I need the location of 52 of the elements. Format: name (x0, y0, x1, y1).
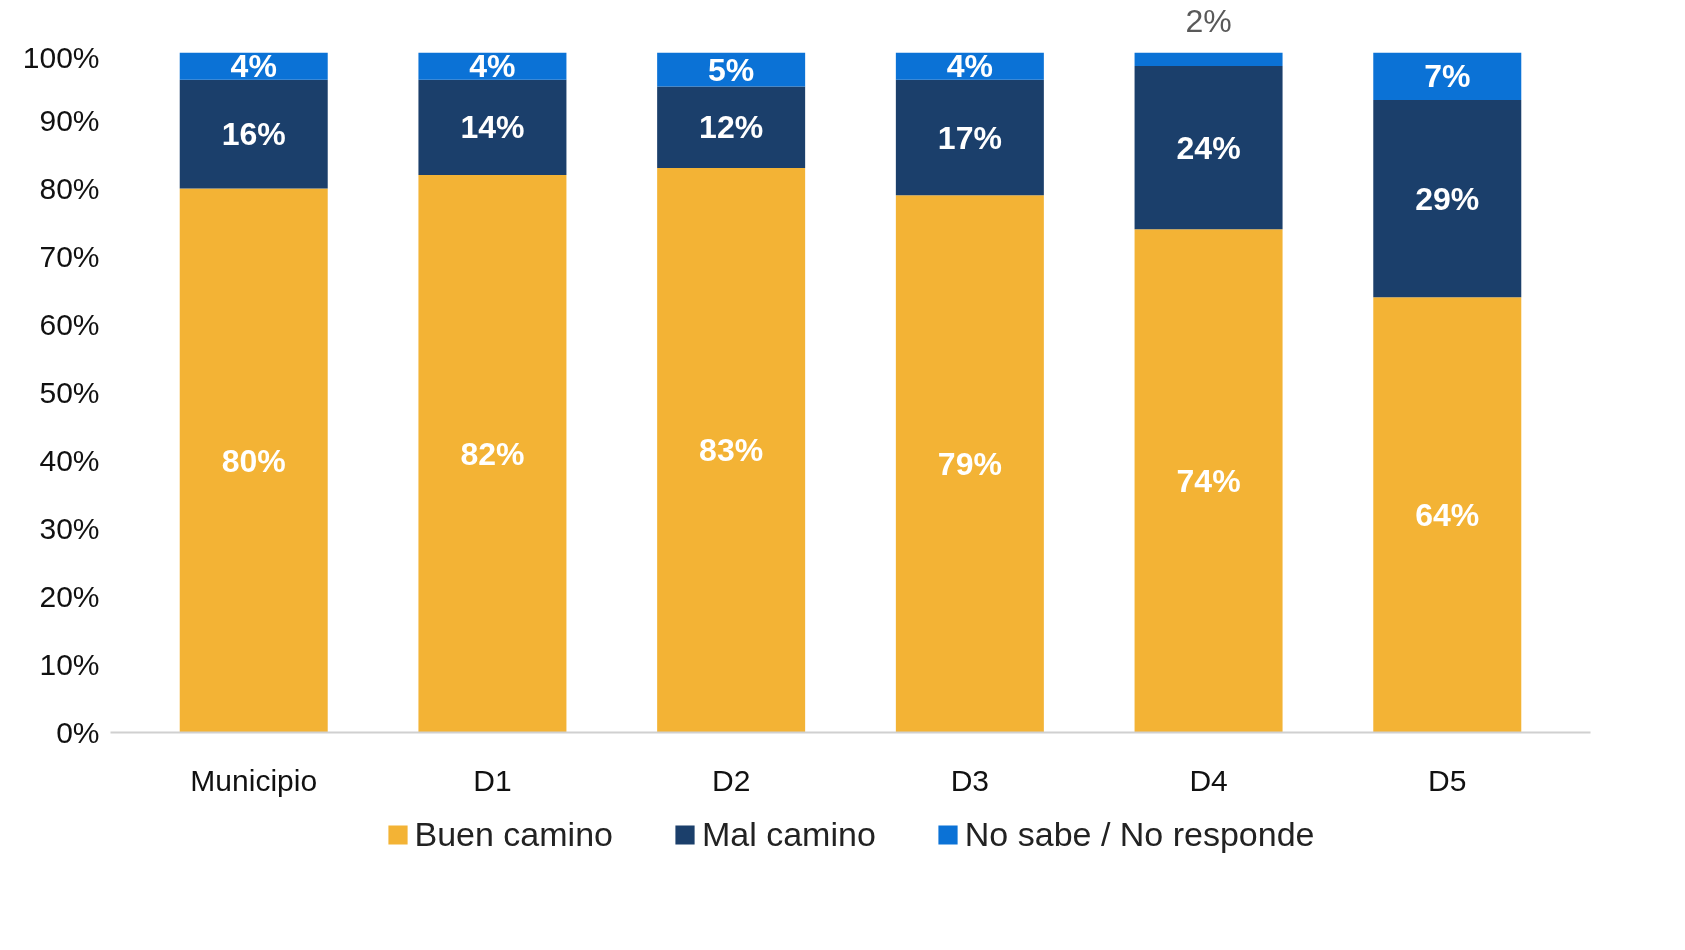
data-label: 83% (699, 432, 764, 469)
data-label: 74% (1176, 462, 1241, 499)
y-tick-label: 30% (39, 512, 100, 545)
data-label: 29% (1415, 180, 1480, 217)
legend-label: No sabe / No responde (964, 814, 1315, 854)
bar (895, 195, 1044, 733)
x-tick-label: D5 (1428, 763, 1467, 797)
legend-label: Buen camino (414, 814, 613, 854)
data-label: 80% (221, 442, 286, 479)
data-label: 79% (937, 445, 1002, 482)
data-label: 24% (1176, 129, 1241, 166)
bar (657, 86, 806, 169)
bar (1134, 52, 1283, 67)
y-tick-label: 10% (39, 648, 100, 681)
x-tick-label: Municipio (190, 763, 318, 797)
bar (895, 79, 1044, 196)
legend-label: Mal camino (701, 814, 876, 854)
bar (1373, 297, 1522, 733)
bar (1134, 66, 1283, 230)
y-tick-label: 20% (39, 580, 100, 613)
x-tick-label: D3 (950, 763, 990, 797)
bar (179, 188, 328, 733)
y-tick-label: 80% (39, 172, 100, 205)
data-label: 4% (230, 48, 277, 85)
bar (418, 79, 567, 175)
x-tick-label: D1 (473, 763, 512, 797)
y-tick-label: 100% (22, 40, 100, 74)
data-label: 14% (460, 109, 525, 146)
data-label: 12% (699, 109, 764, 146)
x-tick-label: D4 (1189, 763, 1228, 797)
y-tick-label: 40% (39, 444, 100, 477)
y-tick-label: 70% (39, 240, 100, 273)
y-tick-label: 60% (39, 308, 100, 341)
data-label: 4% (469, 48, 516, 85)
bar (179, 79, 328, 189)
y-tick-label: 50% (39, 376, 100, 409)
x-tick-label: D2 (711, 763, 751, 797)
data-label: 4% (946, 48, 993, 85)
data-label: 82% (460, 435, 525, 472)
bar (418, 174, 567, 733)
y-tick-label: 90% (39, 104, 100, 137)
data-label: 2% (1185, 2, 1232, 39)
data-label: 16% (221, 116, 286, 153)
y-tick-label: 0% (56, 716, 100, 749)
bar (1373, 52, 1522, 101)
data-label: 64% (1415, 496, 1480, 533)
bar (1134, 229, 1283, 733)
bar (657, 168, 806, 733)
data-label: 7% (1424, 58, 1471, 95)
bar (1373, 100, 1522, 298)
data-label: 5% (708, 51, 755, 88)
data-label: 17% (937, 119, 1002, 156)
